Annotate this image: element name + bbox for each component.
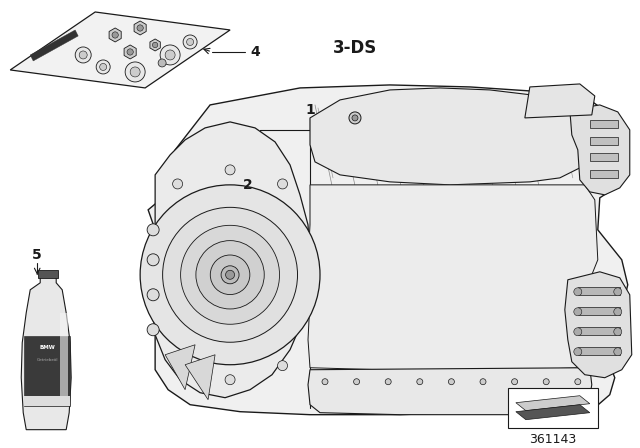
Polygon shape — [10, 12, 230, 88]
Circle shape — [147, 324, 159, 336]
Circle shape — [225, 270, 235, 279]
Bar — [590, 170, 618, 178]
Circle shape — [163, 207, 298, 342]
Circle shape — [173, 179, 182, 189]
Polygon shape — [310, 88, 592, 185]
Circle shape — [278, 361, 287, 370]
Polygon shape — [516, 396, 590, 411]
Circle shape — [130, 67, 140, 77]
Bar — [508, 388, 598, 428]
Polygon shape — [21, 276, 71, 430]
Circle shape — [125, 62, 145, 82]
Circle shape — [225, 375, 235, 385]
Polygon shape — [565, 272, 632, 378]
Circle shape — [152, 42, 158, 47]
Bar — [60, 313, 68, 403]
Text: Getriebeöl: Getriebeöl — [36, 358, 58, 362]
Circle shape — [221, 266, 239, 284]
Circle shape — [79, 51, 87, 59]
Circle shape — [614, 308, 622, 316]
Circle shape — [140, 185, 320, 365]
Text: 1: 1 — [305, 103, 315, 117]
Circle shape — [137, 25, 143, 31]
Bar — [578, 327, 620, 335]
Circle shape — [196, 241, 264, 309]
Bar — [578, 287, 620, 295]
Circle shape — [147, 254, 159, 266]
Text: 5: 5 — [33, 248, 42, 262]
Circle shape — [614, 348, 622, 356]
Circle shape — [187, 39, 193, 45]
Polygon shape — [516, 405, 590, 420]
Circle shape — [352, 115, 358, 121]
Circle shape — [322, 379, 328, 385]
Polygon shape — [152, 122, 310, 398]
Polygon shape — [308, 368, 592, 415]
Circle shape — [349, 112, 361, 124]
Circle shape — [574, 308, 582, 316]
Circle shape — [180, 225, 280, 324]
Bar — [590, 153, 618, 161]
Text: 361143: 361143 — [529, 433, 577, 446]
Circle shape — [225, 165, 235, 175]
Polygon shape — [308, 185, 598, 372]
Circle shape — [158, 59, 166, 67]
Circle shape — [385, 379, 391, 385]
Text: 4: 4 — [250, 45, 260, 59]
Polygon shape — [185, 355, 215, 400]
Circle shape — [112, 32, 118, 38]
Polygon shape — [24, 336, 70, 406]
Bar — [24, 396, 70, 406]
Bar — [578, 307, 620, 315]
Circle shape — [183, 35, 197, 49]
Circle shape — [511, 379, 518, 385]
Circle shape — [100, 64, 107, 70]
Bar — [578, 347, 620, 355]
Polygon shape — [148, 85, 628, 415]
Circle shape — [543, 379, 549, 385]
Bar — [590, 137, 618, 145]
Circle shape — [96, 60, 110, 74]
Circle shape — [614, 328, 622, 336]
Polygon shape — [165, 345, 195, 390]
Bar — [590, 120, 618, 128]
Circle shape — [480, 379, 486, 385]
Circle shape — [417, 379, 423, 385]
Circle shape — [147, 289, 159, 301]
Circle shape — [614, 288, 622, 296]
Circle shape — [575, 379, 581, 385]
Circle shape — [574, 348, 582, 356]
Circle shape — [127, 49, 133, 55]
Circle shape — [574, 288, 582, 296]
Polygon shape — [570, 105, 630, 195]
Circle shape — [165, 50, 175, 60]
Polygon shape — [38, 270, 58, 278]
Circle shape — [353, 379, 360, 385]
Circle shape — [147, 224, 159, 236]
Text: BMW: BMW — [39, 345, 55, 350]
Circle shape — [173, 361, 182, 370]
Circle shape — [160, 45, 180, 65]
Circle shape — [449, 379, 454, 385]
Polygon shape — [30, 30, 78, 61]
Circle shape — [75, 47, 91, 63]
Text: 2: 2 — [243, 178, 253, 192]
Circle shape — [211, 255, 250, 295]
Circle shape — [574, 328, 582, 336]
Polygon shape — [525, 84, 595, 118]
Circle shape — [278, 179, 287, 189]
Text: 3-DS: 3-DS — [333, 39, 377, 57]
